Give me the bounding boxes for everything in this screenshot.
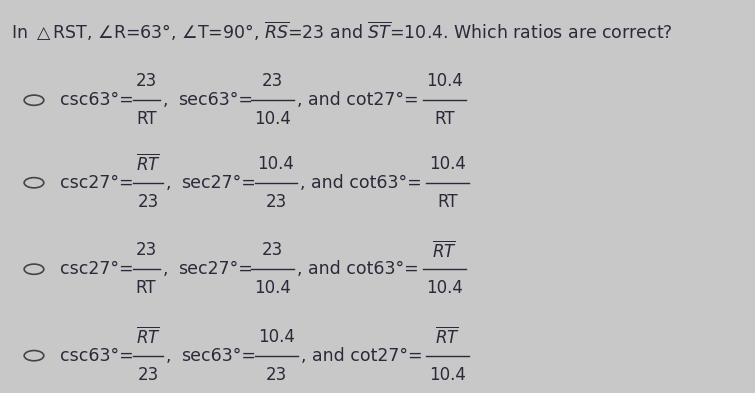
Text: 23: 23 [262,241,283,259]
Text: 23: 23 [265,193,287,211]
Text: RT: RT [136,279,156,297]
Text: csc63°=: csc63°= [60,347,134,365]
Text: 23: 23 [266,365,287,384]
Text: 10.4: 10.4 [429,155,466,173]
Text: sec63°=: sec63°= [181,347,256,365]
Text: RT: RT [136,110,156,128]
Text: csc63°=: csc63°= [60,91,134,109]
Text: 10.4: 10.4 [426,72,463,90]
Text: ,: , [166,174,177,192]
Text: ,: , [163,91,174,109]
Text: 10.4: 10.4 [257,328,294,346]
Text: 10.4: 10.4 [257,155,294,173]
Text: 10.4: 10.4 [426,279,463,297]
Text: RT: RT [434,110,455,128]
Text: ,: , [167,347,177,365]
Text: $\overline{RT}$: $\overline{RT}$ [432,240,457,261]
Text: , and cot27°=: , and cot27°= [300,347,428,365]
Text: 23: 23 [136,72,157,90]
Text: ,: , [163,260,174,278]
Text: In $\triangle$RST, $\angle$R=63°, $\angle$T=90°, $\overline{RS}$=23 and $\overli: In $\triangle$RST, $\angle$R=63°, $\angl… [11,20,673,43]
Text: 23: 23 [262,72,283,90]
Text: , and cot63°=: , and cot63°= [300,174,427,192]
Text: 23: 23 [136,241,157,259]
Text: sec63°=: sec63°= [177,91,253,109]
Text: , and cot27°=: , and cot27°= [297,91,424,109]
Text: csc27°=: csc27°= [60,260,134,278]
Text: sec27°=: sec27°= [181,174,256,192]
Text: $\overline{RT}$: $\overline{RT}$ [136,326,161,347]
Text: 10.4: 10.4 [254,110,291,128]
Text: 10.4: 10.4 [430,365,466,384]
Text: RT: RT [437,193,458,211]
Text: $\overline{RT}$: $\overline{RT}$ [436,326,460,347]
Text: csc27°=: csc27°= [60,174,134,192]
Text: , and cot63°=: , and cot63°= [297,260,424,278]
Text: 23: 23 [137,193,159,211]
Text: 10.4: 10.4 [254,279,291,297]
Text: 23: 23 [137,365,159,384]
Text: sec27°=: sec27°= [177,260,252,278]
Text: $\overline{RT}$: $\overline{RT}$ [136,153,160,174]
